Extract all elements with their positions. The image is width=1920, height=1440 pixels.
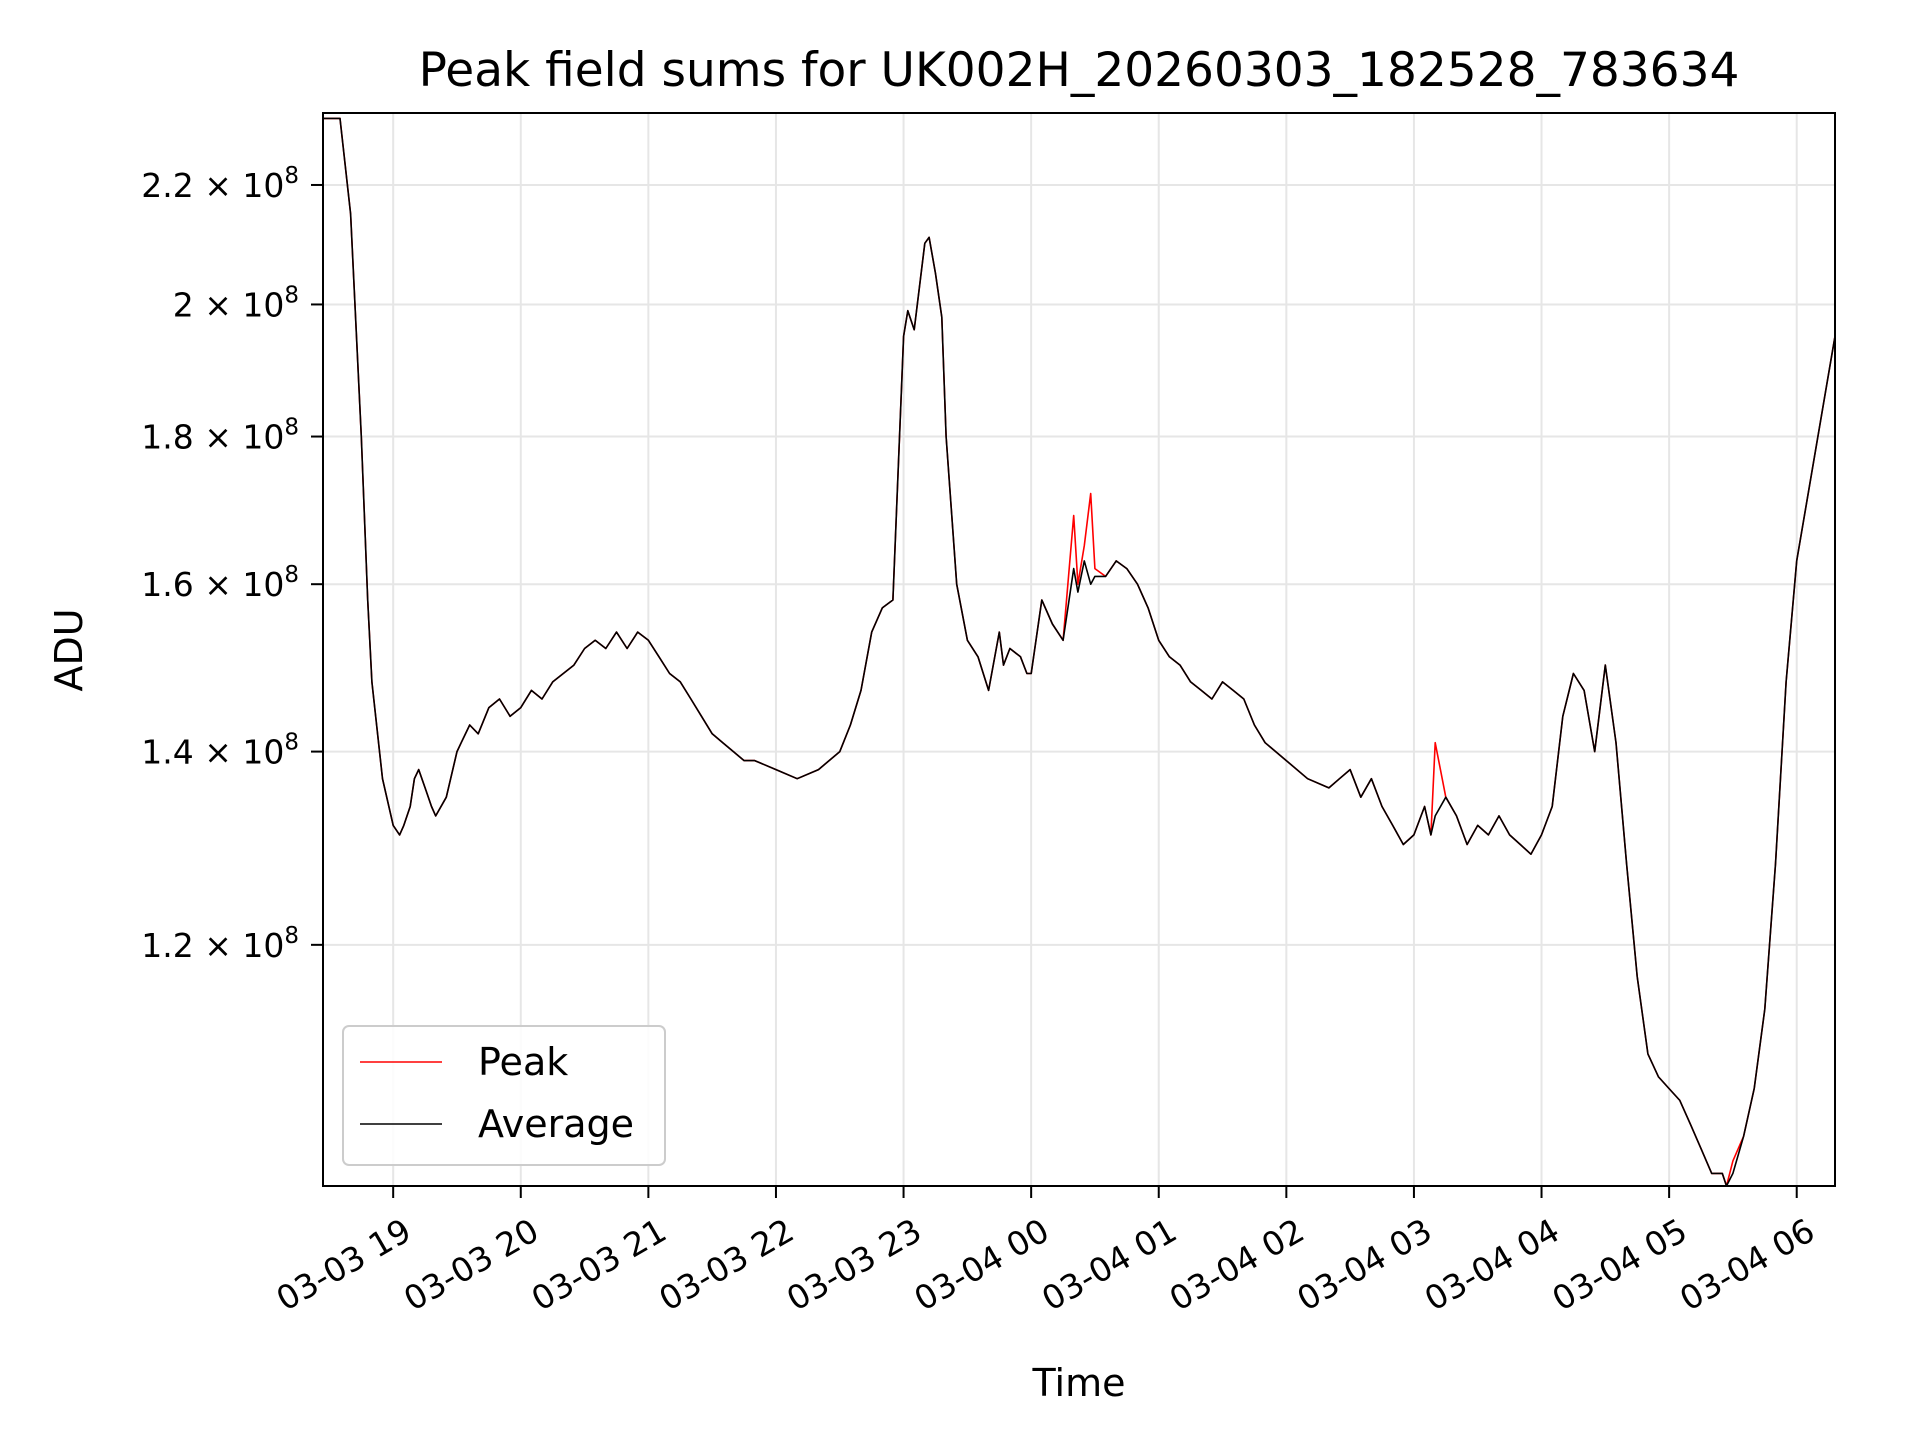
y-tick-label: 2 × 108 xyxy=(173,282,299,324)
y-tick-label: 1.8 × 108 xyxy=(141,415,299,457)
legend-average-label: Average xyxy=(478,1102,634,1146)
legend-peak-label: Peak xyxy=(478,1040,568,1084)
plot-lines xyxy=(323,117,1835,1186)
series-line-average xyxy=(323,117,1835,1186)
plot-frame xyxy=(322,112,1836,1187)
y-axis-ticks: 1.2 × 108 1.4 × 108 1.6 × 108 1.8 × 108 2 × … xyxy=(141,163,323,965)
legend: Peak Average xyxy=(342,1025,666,1166)
y-axis-label: ADU xyxy=(47,608,91,691)
y-tick-label: 1.4 × 108 xyxy=(141,730,299,772)
y-tick-label: 1.2 × 108 xyxy=(141,923,299,965)
x-axis-label: Time xyxy=(1032,1361,1126,1405)
legend-box xyxy=(342,1025,666,1166)
grid xyxy=(323,113,1835,1186)
chart-title: Peak field sums for UK002H_20260303_1825… xyxy=(419,43,1740,98)
y-tick-label: 2.2 × 108 xyxy=(141,163,299,205)
y-tick-label: 1.6 × 108 xyxy=(141,562,299,604)
